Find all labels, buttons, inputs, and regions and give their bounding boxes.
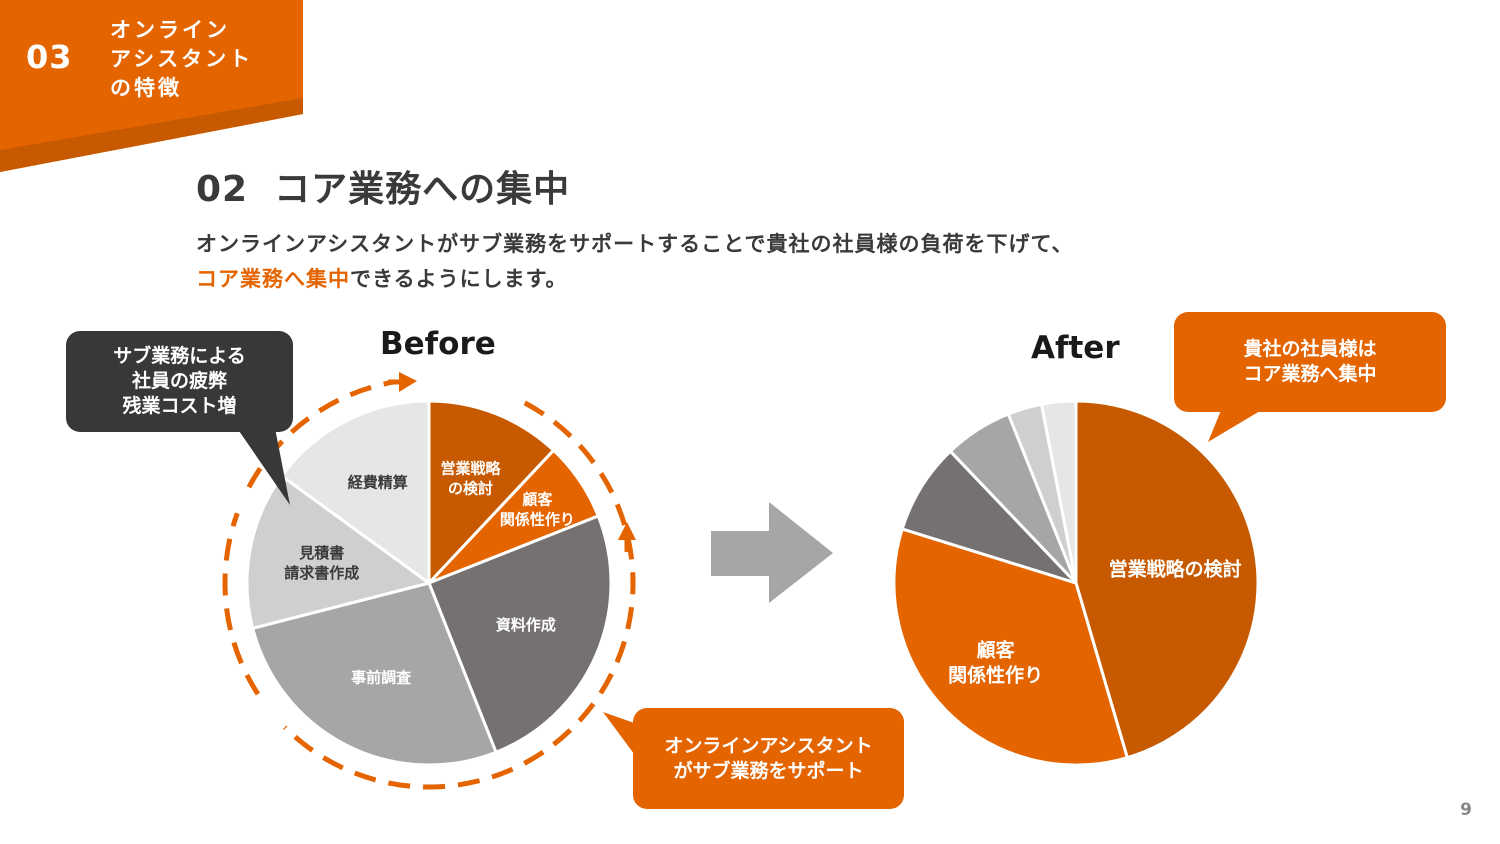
pie-slice-label: 顧客 bbox=[977, 638, 1016, 661]
focus-callout: 貴社の社員様は コア業務へ集中 bbox=[1174, 312, 1446, 412]
section-number: 03 bbox=[26, 38, 73, 76]
pie-slice-label: 顧客 bbox=[522, 491, 553, 509]
lead-line-2: コア業務へ集中できるようにします。 bbox=[196, 262, 1073, 297]
before-callout-tail bbox=[237, 428, 290, 505]
pie-slice-label: 営業戦略の検討 bbox=[1109, 557, 1242, 580]
ring-arrowhead-icon bbox=[618, 522, 636, 540]
page-title-number: 02 bbox=[196, 169, 249, 210]
section-label-line: オンライン bbox=[110, 18, 230, 42]
pie-slice-label: 関係性作り bbox=[500, 511, 575, 529]
before-dashed-ring bbox=[222, 372, 636, 790]
lead-line-2-rest: できるようにします。 bbox=[350, 267, 568, 291]
pie-slice bbox=[427, 399, 556, 585]
dashed-ring-arc bbox=[282, 400, 636, 790]
after-callout-tail bbox=[1208, 408, 1265, 442]
lead-highlight: コア業務へ集中 bbox=[196, 267, 350, 291]
focus-callout-line: 貴社の社員様は bbox=[1243, 338, 1377, 360]
pie-slice bbox=[1074, 399, 1260, 760]
transition-arrow-icon bbox=[711, 502, 833, 603]
pie-slice bbox=[1040, 399, 1078, 585]
pie-slice-label: の検討 bbox=[448, 479, 493, 497]
pie-slice bbox=[245, 474, 431, 630]
pie-slice bbox=[900, 449, 1078, 585]
support-callout: オンラインアシスタント がサブ業務をサポート bbox=[633, 708, 904, 809]
pie-slice bbox=[251, 581, 498, 767]
dashed-ring-arc bbox=[246, 379, 395, 489]
pie-slice-label: 資料作成 bbox=[496, 616, 556, 634]
focus-callout-line: コア業務へ集中 bbox=[1243, 363, 1377, 385]
page-number: 9 bbox=[1460, 800, 1472, 820]
lead-line-1: オンラインアシスタントがサブ業務をサポートすることで貴社の社員様の負荷を下げて、 bbox=[196, 232, 1074, 256]
burden-callout-line: 残業コスト増 bbox=[122, 395, 237, 417]
section-label-line: の特徴 bbox=[110, 76, 182, 100]
support-callout-tail bbox=[603, 712, 640, 762]
pie-slice-label: 関係性作り bbox=[948, 663, 1043, 686]
support-callout-line: がサブ業務をサポート bbox=[673, 759, 864, 782]
section-label-line: アシスタント bbox=[110, 47, 254, 71]
before-chart-title: Before bbox=[380, 326, 496, 362]
page-title: 02 コア業務への集中 bbox=[196, 160, 570, 212]
burden-callout-line: サブ業務による bbox=[113, 345, 246, 367]
support-callout-line: オンラインアシスタント bbox=[664, 734, 873, 757]
pie-slice-label: 見積書 bbox=[298, 544, 344, 562]
pie-slice-label: 請求書作成 bbox=[284, 564, 359, 582]
after-chart-title: After bbox=[1031, 330, 1120, 366]
pie-slice-label: 事前調査 bbox=[351, 668, 412, 686]
pie-slice bbox=[280, 399, 431, 585]
pie-slice-label: 経費精算 bbox=[348, 474, 408, 492]
lead-text: オンラインアシスタントがサブ業務をサポートすることで貴社の社員様の負荷を下げて、… bbox=[196, 227, 1073, 297]
pie-slice-label: 営業戦略 bbox=[441, 459, 502, 477]
section-label: オンライン アシスタント の特徴 bbox=[110, 16, 253, 103]
burden-callout-line: 社員の疲弊 bbox=[131, 370, 227, 392]
pie-slice bbox=[427, 514, 613, 754]
burden-callout: サブ業務による 社員の疲弊 残業コスト増 bbox=[66, 331, 293, 432]
page-title-text: コア業務への集中 bbox=[274, 169, 571, 210]
pie-slice bbox=[892, 527, 1129, 767]
ring-arrowhead-icon bbox=[399, 372, 417, 392]
section-banner-fold bbox=[0, 98, 303, 172]
section-banner-face bbox=[0, 0, 303, 172]
section-banner bbox=[0, 0, 303, 172]
